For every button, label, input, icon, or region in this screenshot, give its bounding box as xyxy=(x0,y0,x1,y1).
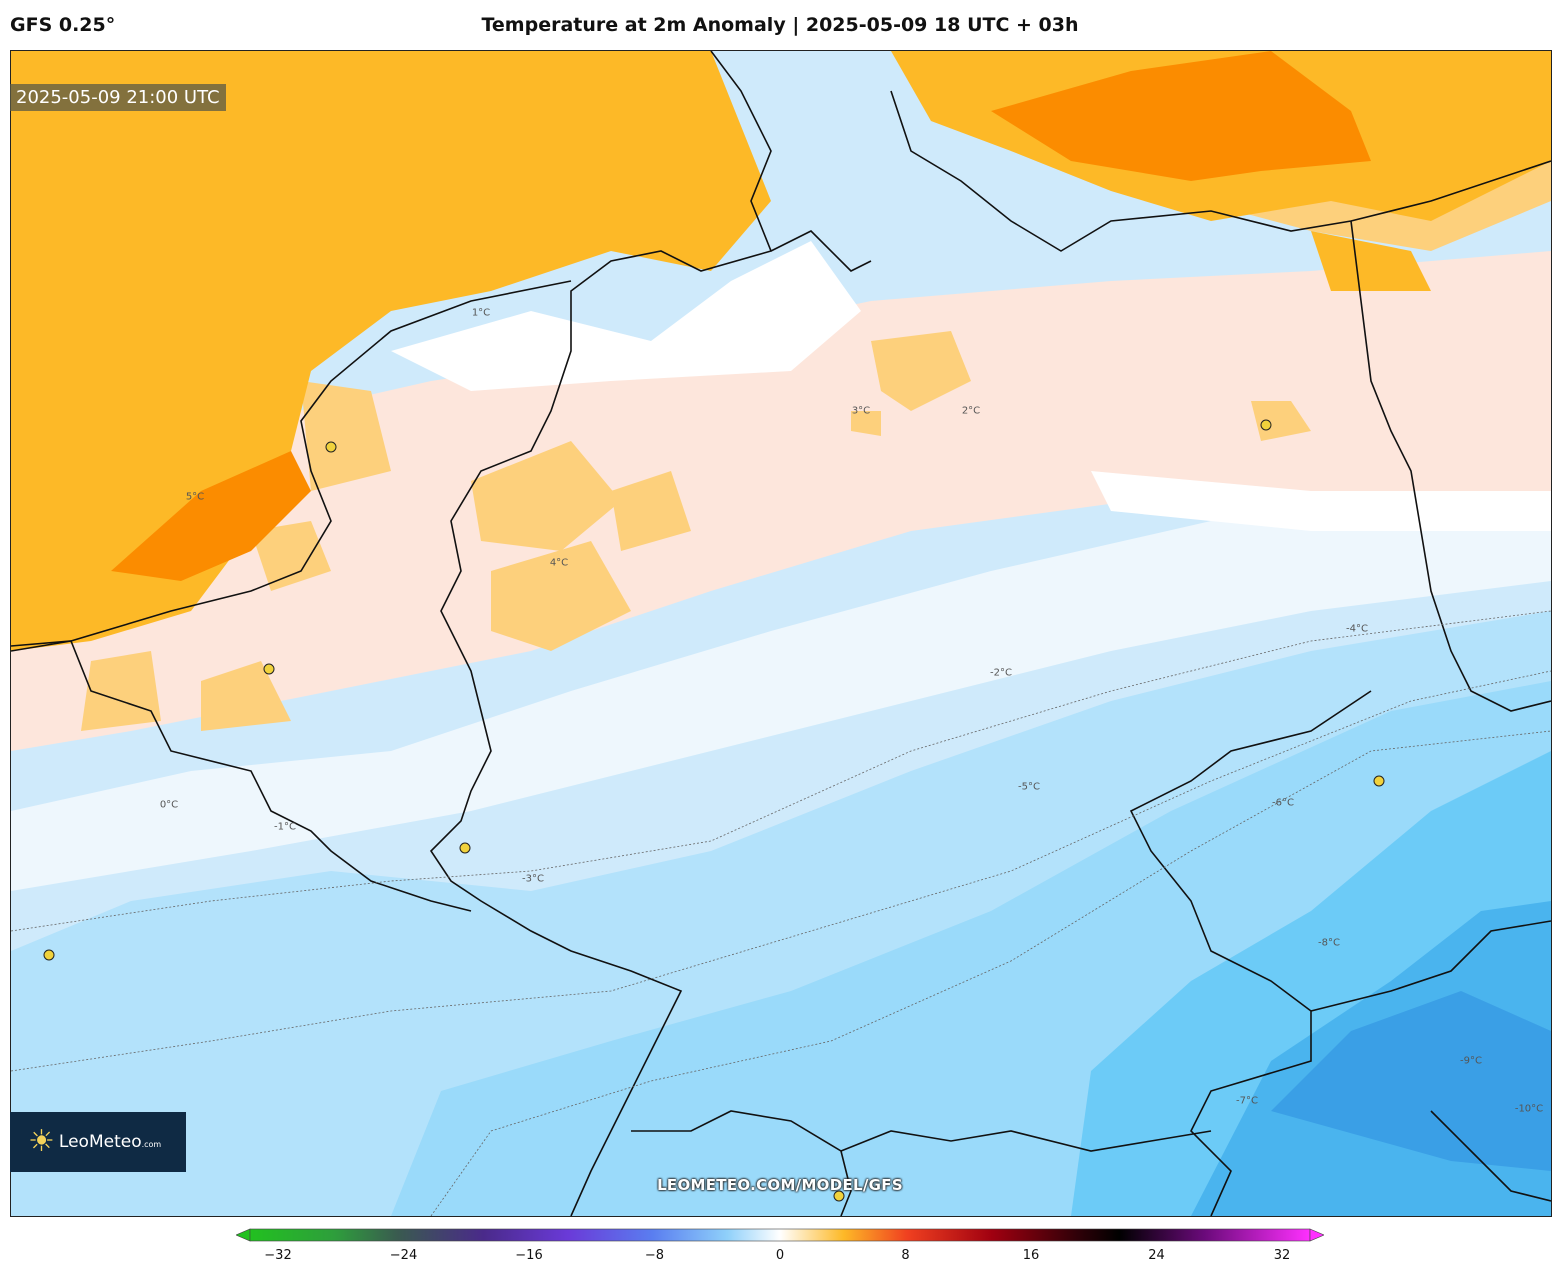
contour-label: -10°C xyxy=(1514,1103,1544,1115)
contour-label: 4°C xyxy=(549,557,569,569)
colorbar-tick-label: −16 xyxy=(515,1248,543,1263)
map-area: 3°C 2°C 1°C 4°C 5°C 0°C -1°C -2°C -3°C -… xyxy=(10,50,1552,1217)
city-marker xyxy=(325,441,337,453)
contour-label: -5°C xyxy=(1018,781,1040,793)
contour-label: -3°C xyxy=(522,873,544,885)
chart-title: Temperature at 2m Anomaly | 2025-05-09 1… xyxy=(481,14,1079,36)
colorbar-tick-label: −32 xyxy=(264,1248,292,1263)
colorbar-tick-label: 16 xyxy=(1022,1248,1040,1263)
city-marker xyxy=(833,1190,845,1202)
city-marker xyxy=(263,663,275,675)
colorbar-tick-label: −8 xyxy=(644,1248,665,1263)
timestamp-badge: 2025-05-09 21:00 UTC xyxy=(10,84,226,111)
model-label: GFS 0.25° xyxy=(10,14,116,36)
colorbar-tick-label: 0 xyxy=(775,1248,785,1263)
anomaly-field xyxy=(11,51,1551,1216)
city-marker xyxy=(43,949,55,961)
colorbar-tick-label: 8 xyxy=(901,1248,910,1263)
contour-label: 3°C xyxy=(851,405,871,417)
city-marker xyxy=(459,842,471,854)
contour-label: -8°C xyxy=(1318,937,1340,949)
contour-label: -9°C xyxy=(1460,1055,1482,1067)
colorbar xyxy=(236,1228,1324,1242)
leometeo-logo: ☀ LeoMeteo.com xyxy=(10,1112,186,1172)
source-watermark: LEOMETEO.COM/MODEL/GFS xyxy=(657,1176,903,1194)
contour-label: 0°C xyxy=(159,799,179,811)
contour-label: -1°C xyxy=(274,821,296,833)
logo-suffix: .com xyxy=(141,1140,162,1149)
colorbar-tick-label: −24 xyxy=(389,1248,418,1263)
city-marker xyxy=(1260,419,1272,431)
city-marker xyxy=(1373,775,1385,787)
contour-label: -6°C xyxy=(1272,797,1294,809)
contour-label: 1°C xyxy=(471,307,491,319)
sun-icon: ☀ xyxy=(28,1124,55,1159)
logo-name: LeoMeteo xyxy=(58,1132,142,1152)
contour-label: -7°C xyxy=(1236,1095,1258,1107)
contour-label: -2°C xyxy=(990,667,1012,679)
contour-label: -4°C xyxy=(1346,623,1368,635)
contour-label: 5°C xyxy=(185,491,205,503)
colorbar-tick-label: 24 xyxy=(1148,1248,1165,1263)
colorbar-tick-label: 32 xyxy=(1273,1248,1291,1263)
contour-label: 2°C xyxy=(961,405,981,417)
